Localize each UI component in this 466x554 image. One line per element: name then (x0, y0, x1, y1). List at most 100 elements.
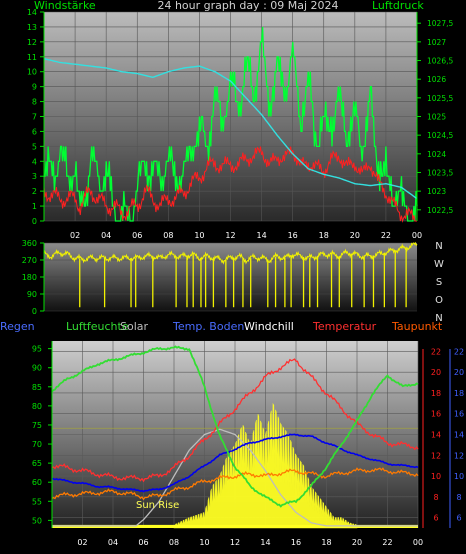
pressure-tick-label: 1026 (427, 75, 446, 84)
time-tick-label: 22 (382, 538, 392, 547)
time-tick-label: 16 (291, 538, 301, 547)
temperature-label: Temperatur (312, 320, 377, 333)
wind-tick-label: 10 (27, 68, 37, 77)
compass-label: S (436, 277, 442, 288)
wind-tick-label: 1 (32, 202, 37, 211)
soil-tick-label: 14 (454, 431, 464, 440)
direction-tick-label: 270 (22, 256, 37, 265)
sun-baseline (52, 524, 418, 528)
soil-tick-label: 10 (454, 472, 464, 481)
sunshine-area (173, 402, 358, 529)
temperature-tick-label: 8 (433, 493, 438, 502)
time-tick-label: 22 (381, 231, 391, 240)
pressure-tick-label: 1025 (427, 113, 446, 122)
compass-label: N (435, 241, 442, 252)
soil-tick-label: 22 (454, 347, 464, 356)
temperature-tick-label: 6 (433, 514, 438, 523)
wind-direction-line (43, 241, 418, 265)
soil-temp-line (51, 433, 419, 493)
time-tick-label: 08 (169, 538, 179, 547)
pressure-tick-label: 1027,5 (427, 19, 453, 28)
time-tick-label: 04 (108, 538, 118, 547)
wind-pressure-series (43, 26, 418, 223)
time-tick-label: 20 (352, 538, 362, 547)
temperature-tick-label: 16 (431, 410, 441, 419)
time-tick-label: 10 (194, 231, 204, 240)
humidity-tick-label: 95 (32, 345, 42, 354)
pressure-tick-label: 1022,5 (427, 206, 453, 215)
pressure-line (43, 58, 418, 200)
soil-tick-label: 16 (454, 410, 464, 419)
time-tick-label: 16 (288, 231, 298, 240)
soil-temp-label: Temp. Boden (172, 320, 244, 333)
pressure-tick-label: 1023,5 (427, 168, 453, 177)
time-tick-label: 14 (260, 538, 270, 547)
wind-direction-grid (44, 242, 417, 312)
pressure-tick-label: 1024 (427, 150, 446, 159)
time-tick-label: 18 (319, 231, 329, 240)
chart-title: 24 hour graph day : 09 Maj 2024 (157, 0, 338, 12)
time-tick-label: 04 (101, 231, 111, 240)
wind-tick-label: 2 (32, 187, 37, 196)
time-tick-label: 12 (230, 538, 240, 547)
temperature-x-axis: 02 04 06 08 10 12 14 16 18 20 22 00 (77, 538, 423, 547)
wind-tick-label: 8 (32, 98, 37, 107)
humidity-tick-label: 50 (32, 516, 42, 525)
time-tick-label: 02 (77, 538, 87, 547)
wind-tick-label: 6 (32, 127, 37, 136)
pressure-tick-label: 1026,5 (427, 57, 453, 66)
pressure-tick-label: 1025,5 (427, 94, 453, 103)
wind-axis-label: Windstärke (34, 0, 96, 12)
time-tick-label: 08 (163, 231, 173, 240)
soil-tick-label: 8 (456, 493, 461, 502)
pressure-tick-label: 1027 (427, 38, 446, 47)
humidity-tick-label: 70 (32, 440, 42, 449)
pressure-tick-label: 1023 (427, 187, 446, 196)
dewpoint-label: Taupunkt (391, 320, 443, 333)
wind-x-axis: 02 04 06 08 10 12 14 16 18 20 22 00 (70, 231, 422, 240)
humidity-tick-label: 60 (32, 478, 42, 487)
time-tick-label: 00 (413, 538, 423, 547)
wind-tick-label: 11 (27, 53, 37, 62)
compass-label: N (435, 313, 442, 324)
time-tick-label: 00 (412, 231, 422, 240)
time-tick-label: 14 (256, 231, 266, 240)
wind-tick-label: 13 (27, 23, 37, 32)
soil-tick-label: 20 (454, 368, 464, 377)
humidity-tick-label: 85 (32, 383, 42, 392)
direction-tick-label: 180 (22, 273, 37, 282)
direction-tick-label: 0 (32, 307, 37, 316)
temperature-grid (52, 341, 419, 528)
soil-tick-label: 12 (454, 451, 464, 460)
direction-tick-label: 360 (22, 239, 37, 248)
time-tick-label: 06 (138, 538, 148, 547)
time-tick-label: 12 (225, 231, 235, 240)
time-tick-label: 18 (321, 538, 331, 547)
time-tick-label: 20 (350, 231, 360, 240)
soil-tick-label: 6 (456, 514, 461, 523)
wind-tick-label: 12 (27, 38, 37, 47)
temperature-tick-label: 20 (431, 368, 441, 377)
soil-y-axis: 6 8 10 12 14 16 18 20 22 (449, 347, 464, 528)
direction-y-axis: 0 90 180 270 360 (22, 239, 45, 316)
wind-tick-label: 0 (32, 217, 37, 226)
wind-tick-label: 9 (32, 83, 37, 92)
temperature-tick-label: 12 (431, 451, 441, 460)
soil-tick-label: 18 (454, 389, 464, 398)
wind-speed-line (44, 26, 418, 222)
rain-label: Regen (0, 320, 35, 333)
compass-label: O (435, 295, 443, 306)
dewpoint-line (51, 467, 419, 501)
pressure-axis-label: Luftdruck (372, 0, 424, 12)
temperature-tick-label: 22 (431, 347, 441, 356)
direction-tick-label: 90 (27, 290, 37, 299)
temperature-tick-label: 14 (431, 431, 441, 440)
compass-label: W (434, 259, 444, 270)
sensor-legend: Regen Luftfeuchte Solar Temp. Boden Wind… (0, 320, 443, 333)
wind-direction-series (43, 241, 418, 308)
pressure-y-axis: 1022,5 1023 1023,5 1024 1024,5 1025 1025,5 1026… (416, 12, 453, 221)
temperature-tick-label: 10 (431, 472, 441, 481)
windchill-label: Windchill (244, 320, 294, 333)
